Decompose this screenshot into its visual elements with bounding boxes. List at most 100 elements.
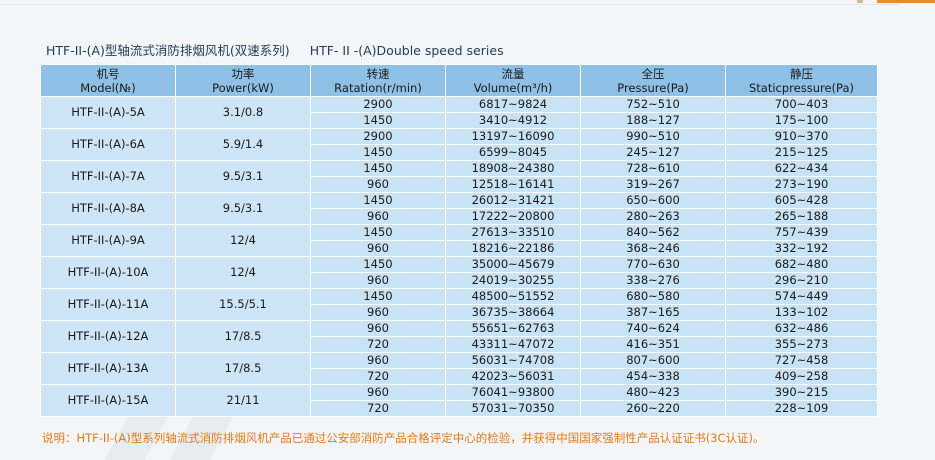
pressure-cell: 752~510: [580, 96, 726, 113]
volume-cell: 13197~16090: [445, 128, 581, 145]
certification-note: 说明：HTF-II-(A)型系列轴流式消防排烟风机产品已通过公安部消防产品合格评…: [42, 431, 765, 445]
model-cell: HTF-II-(A)-12A: [40, 320, 176, 353]
volume-cell: 17222~20800: [445, 208, 581, 225]
volume-cell: 18216~22186: [445, 240, 581, 257]
static-pressure-cell: 390~215: [725, 384, 878, 401]
pressure-cell: 188~127: [580, 112, 726, 129]
speed-cell: 1450: [310, 144, 446, 161]
speed-cell: 960: [310, 272, 446, 289]
speed-cell: 960: [310, 352, 446, 369]
static-pressure-cell: 622~434: [725, 160, 878, 177]
static-pressure-cell: 757~439: [725, 224, 878, 241]
speed-cell: 1450: [310, 192, 446, 209]
model-cell: HTF-II-(A)-5A: [40, 96, 176, 129]
column-header-speed: 转速 Ratation(r/min): [310, 64, 446, 97]
volume-cell: 12518~16141: [445, 176, 581, 193]
pressure-cell: 990~510: [580, 128, 726, 145]
pressure-cell: 650~600: [580, 192, 726, 209]
pressure-cell: 245~127: [580, 144, 726, 161]
speed-cell: 960: [310, 208, 446, 225]
volume-cell: 26012~31421: [445, 192, 581, 209]
table-row: 720 42023~56031 454~338 409~258: [41, 368, 878, 385]
table-row: HTF-II-(A)-6A 5.9/1.4 2900 13197~16090 990~5…: [40, 128, 878, 161]
column-header-pressure: 全压 Pressure(Pa): [580, 64, 726, 97]
static-pressure-cell: 215~125: [725, 144, 878, 161]
speed-cell: 960: [310, 320, 446, 337]
model-cell: HTF-II-(A)-7A: [40, 160, 176, 193]
column-header-volume: 流量 Volume(m³/h): [445, 64, 581, 97]
static-pressure-cell: 133~102: [725, 304, 878, 321]
static-pressure-cell: 228~109: [725, 400, 878, 417]
title-chinese: HTF-II-(A)型轴流式消防排烟风机(双速系列): [46, 43, 290, 58]
static-pressure-cell: 296~210: [725, 272, 878, 289]
table-header-row: 机号 Model(№) 功率 Power(kW) 转速 Ratation(r/min)…: [40, 64, 878, 97]
speed-cell: 1450: [310, 256, 446, 273]
pressure-cell: 728~610: [580, 160, 726, 177]
model-cell: HTF-II-(A)-13A: [40, 352, 176, 385]
table-row: HTF-II-(A)-9A 12/4 1450 27613~33510 840~562 7…: [40, 224, 878, 257]
table-row: 960 36735~38664 387~165 133~102: [41, 304, 878, 321]
pressure-cell: 840~562: [580, 224, 726, 241]
speed-cell: 960: [310, 176, 446, 193]
table-row: HTF-II-(A)-12A 17/8.5 960 55651~62763 740~62…: [40, 320, 878, 353]
speed-cell: 720: [310, 400, 446, 417]
static-pressure-cell: 632~486: [725, 320, 878, 337]
speed-cell: 1450: [310, 224, 446, 241]
pressure-cell: 680~580: [580, 288, 726, 305]
static-pressure-cell: 175~100: [725, 112, 878, 129]
speed-cell: 960: [310, 304, 446, 321]
top-divider: [0, 4, 900, 5]
table-row: HTF-II-(A)-5A 3.1/0.8 2900 6817~9824 752~510…: [40, 96, 878, 129]
table-row: 720 57031~70350 260~220 228~109: [41, 400, 878, 417]
volume-cell: 18908~24380: [445, 160, 581, 177]
title-english: HTF- II -(A)Double speed series: [309, 43, 504, 58]
power-cell: 17/8.5: [175, 352, 311, 385]
static-pressure-cell: 355~273: [725, 336, 878, 353]
pressure-cell: 280~263: [580, 208, 726, 225]
table-row: HTF-II-(A)-15A 21/11 960 76041~93800 480~423…: [40, 384, 878, 417]
volume-cell: 27613~33510: [445, 224, 581, 241]
speed-cell: 2900: [310, 128, 446, 145]
power-cell: 12/4: [175, 224, 311, 257]
column-header-model: 机号 Model(№): [40, 64, 176, 97]
power-cell: 5.9/1.4: [175, 128, 311, 161]
table-title: HTF-II-(A)型轴流式消防排烟风机(双速系列) HTF- II -(A)Do…: [46, 40, 504, 59]
spec-table: 机号 Model(№) 功率 Power(kW) 转速 Ratation(r/min)…: [40, 64, 878, 417]
speed-cell: 960: [310, 384, 446, 401]
static-pressure-cell: 682~480: [725, 256, 878, 273]
power-cell: 12/4: [175, 256, 311, 289]
speed-cell: 1450: [310, 160, 446, 177]
table-row: HTF-II-(A)-11A 15.5/5.1 1450 48500~51552 680…: [40, 288, 878, 321]
power-cell: 9.5/3.1: [175, 160, 311, 193]
table-row: 1450 3410~4912 188~127 175~100: [41, 112, 878, 129]
volume-cell: 36735~38664: [445, 304, 581, 321]
speed-cell: 1450: [310, 288, 446, 305]
pressure-cell: 387~165: [580, 304, 726, 321]
pressure-cell: 338~276: [580, 272, 726, 289]
volume-cell: 24019~30255: [445, 272, 581, 289]
corner-accent: [877, 0, 935, 3]
power-cell: 21/11: [175, 384, 311, 417]
static-pressure-cell: 265~188: [725, 208, 878, 225]
volume-cell: 55651~62763: [445, 320, 581, 337]
pressure-cell: 454~338: [580, 368, 726, 385]
volume-cell: 3410~4912: [445, 112, 581, 129]
pressure-cell: 260~220: [580, 400, 726, 417]
table-row: HTF-II-(A)-7A 9.5/3.1 1450 18908~24380 728~6…: [40, 160, 878, 193]
speed-cell: 960: [310, 240, 446, 257]
volume-cell: 76041~93800: [445, 384, 581, 401]
pressure-cell: 368~246: [580, 240, 726, 257]
static-pressure-cell: 332~192: [725, 240, 878, 257]
speed-cell: 720: [310, 368, 446, 385]
pressure-cell: 740~624: [580, 320, 726, 337]
pressure-cell: 807~600: [580, 352, 726, 369]
table-row: 960 17222~20800 280~263 265~188: [41, 208, 878, 225]
column-header-static-pressure: 静压 Staticpressure(Pa): [725, 64, 878, 97]
static-pressure-cell: 700~403: [725, 96, 878, 113]
static-pressure-cell: 605~428: [725, 192, 878, 209]
model-cell: HTF-II-(A)-10A: [40, 256, 176, 289]
volume-cell: 48500~51552: [445, 288, 581, 305]
model-cell: HTF-II-(A)-15A: [40, 384, 176, 417]
pressure-cell: 319~267: [580, 176, 726, 193]
table-row: HTF-II-(A)-8A 9.5/3.1 1450 26012~31421 650~6…: [40, 192, 878, 225]
